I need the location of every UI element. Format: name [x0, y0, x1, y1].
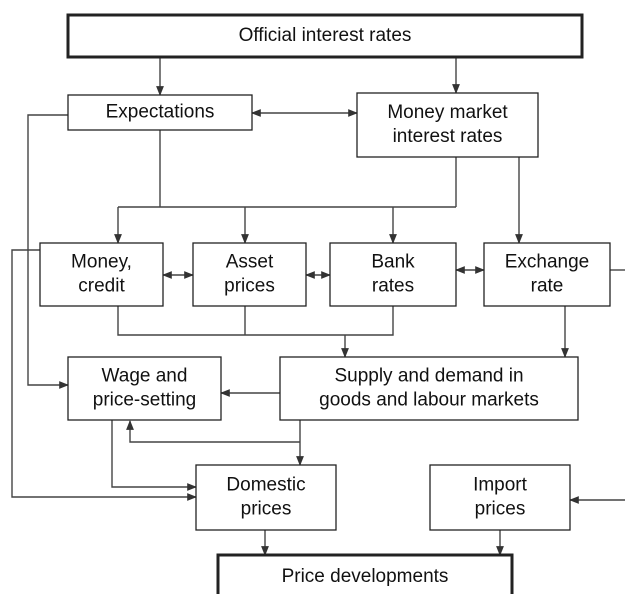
- node-box: [216, 553, 514, 594]
- nodes: Official interest rates Expectations Money…: [39, 13, 611, 594]
- node-box: [329, 242, 457, 307]
- node: Bank rates: [329, 242, 457, 307]
- node-label: Domestic: [226, 475, 305, 496]
- node: Wage and price-setting: [67, 356, 222, 421]
- node-label: Supply and demand in: [334, 366, 523, 387]
- node-box: [39, 242, 164, 307]
- node: Exchange rate: [483, 242, 611, 307]
- node-label: Money market: [387, 102, 508, 123]
- node-label: prices: [224, 276, 275, 297]
- node-label: Wage and: [102, 366, 188, 387]
- node-box: [66, 13, 584, 59]
- node-label: Import: [473, 475, 528, 496]
- node: Import prices: [429, 464, 571, 531]
- node-label: price-setting: [93, 390, 197, 411]
- node-label: Bank: [371, 252, 415, 273]
- node-label: prices: [475, 499, 526, 520]
- node-label: Price developments: [282, 566, 449, 587]
- node-box: [195, 464, 337, 531]
- node-box: [356, 92, 539, 158]
- node: Expectations: [67, 94, 253, 131]
- node-label: rate: [531, 276, 564, 297]
- node: Domestic prices: [195, 464, 337, 531]
- node-label: rates: [372, 276, 414, 297]
- node: Price developments: [216, 553, 514, 594]
- node-label: interest rates: [393, 126, 503, 147]
- node-box: [67, 94, 253, 131]
- node: Supply and demand in goods and labour mar…: [279, 356, 579, 421]
- connectors: [11, 57, 625, 556]
- node-label: Official interest rates: [239, 25, 412, 46]
- node-box: [279, 356, 579, 421]
- node-label: Asset: [226, 252, 274, 273]
- node: Money, credit: [39, 242, 164, 307]
- node-box: [192, 242, 307, 307]
- node: Official interest rates: [66, 13, 584, 59]
- node-label: Exchange: [505, 252, 590, 273]
- node-label: prices: [241, 499, 292, 520]
- node: Asset prices: [192, 242, 307, 307]
- node-box: [67, 356, 222, 421]
- node-label: Money,: [71, 252, 132, 273]
- node-box: [483, 242, 611, 307]
- node: Money market interest rates: [356, 92, 539, 158]
- node-label: Expectations: [106, 102, 215, 123]
- node-label: credit: [78, 276, 125, 297]
- node-label: goods and labour markets: [319, 390, 539, 411]
- node-box: [429, 464, 571, 531]
